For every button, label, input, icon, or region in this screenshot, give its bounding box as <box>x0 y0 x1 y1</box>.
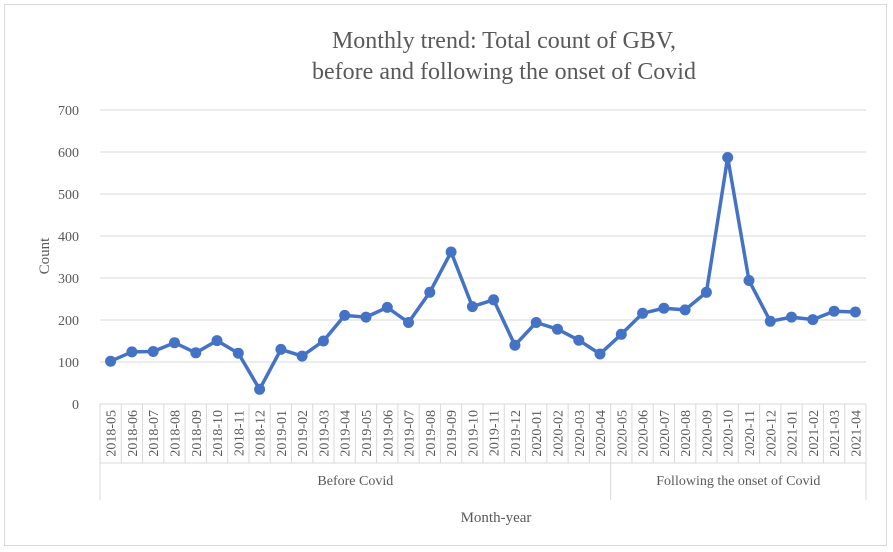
data-point <box>679 304 691 316</box>
x-tick-label: 2020-04 <box>594 410 609 457</box>
x-tick-label: 2020-03 <box>573 410 588 457</box>
x-tick-label: 2020-11 <box>743 410 758 456</box>
x-tick-label: 2020-09 <box>700 410 715 457</box>
x-tick-label: 2019-03 <box>317 410 332 457</box>
x-tick-label: 2019-05 <box>360 410 375 457</box>
data-point <box>700 286 712 298</box>
data-point <box>339 309 351 321</box>
data-point <box>445 246 457 258</box>
x-tick-label: 2019-08 <box>424 410 439 457</box>
data-point <box>849 306 861 318</box>
y-tick-label: 200 <box>58 314 79 329</box>
data-point <box>105 355 117 367</box>
data-point <box>147 346 159 357</box>
x-tick-label: 2018-08 <box>168 410 183 457</box>
x-tick-label: 2019-10 <box>466 410 481 457</box>
x-tick-label: 2020-02 <box>551 410 566 457</box>
y-axis-ticks: 0 100 200 300 400 500 600 700 <box>58 104 79 413</box>
x-tick-label: 2021-04 <box>849 410 864 457</box>
x-tick-label: 2020-08 <box>679 410 694 457</box>
data-point <box>232 347 244 359</box>
data-point <box>615 328 627 340</box>
data-point <box>126 346 138 358</box>
data-point <box>169 337 180 349</box>
chart-title-line-1: Monthly trend: Total count of GBV, <box>332 28 676 54</box>
data-point <box>552 323 563 335</box>
x-tick-label: 2018-06 <box>126 410 141 457</box>
data-point <box>509 339 521 351</box>
data-point <box>403 317 414 328</box>
x-tick-label: 2020-06 <box>637 410 652 457</box>
x-tick-label: 2019-01 <box>275 410 290 457</box>
x-tick-label: 2019-07 <box>403 410 418 457</box>
data-point <box>743 275 755 286</box>
data-point <box>381 301 393 313</box>
x-tick-label: 2020-05 <box>615 410 630 457</box>
y-tick-label: 0 <box>72 398 79 413</box>
x-tick-label: 2019-12 <box>509 410 524 457</box>
data-point <box>637 307 649 319</box>
x-tick-label: 2018-11 <box>232 410 247 456</box>
x-tick-label: 2018-05 <box>105 410 120 457</box>
x-tick-label: 2018-12 <box>254 410 269 457</box>
data-point <box>764 315 776 327</box>
group-label: Before Covid <box>317 474 393 489</box>
data-point <box>190 347 202 359</box>
x-tick-label: 2020-12 <box>764 410 779 457</box>
y-axis-label: Count <box>37 237 53 275</box>
x-tick-label: 2019-09 <box>445 410 460 457</box>
x-tick-label: 2019-06 <box>381 410 396 457</box>
data-point <box>296 350 308 362</box>
data-point <box>254 383 266 395</box>
x-axis: 2018-05 2018-06 2018-07 2018-08 2018-09 2018-… <box>99 403 867 500</box>
data-point <box>530 317 542 328</box>
data-point <box>722 152 734 163</box>
x-tick-label: 2021-03 <box>828 410 843 457</box>
data-point <box>360 311 372 323</box>
data-point <box>828 305 840 317</box>
gridlines <box>100 109 866 363</box>
chart-title-line-2: before and following the onset of Covid <box>312 59 696 85</box>
chart-frame <box>4 4 887 546</box>
x-tick-label: 2021-01 <box>786 410 801 457</box>
data-point <box>424 286 436 298</box>
x-tick-label: 2018-09 <box>190 410 205 457</box>
x-tick-label: 2018-07 <box>147 410 162 457</box>
y-tick-label: 400 <box>58 230 79 245</box>
x-tick-label: 2019-04 <box>339 410 354 457</box>
y-tick-label: 500 <box>58 188 79 203</box>
data-point <box>807 314 819 326</box>
y-tick-label: 300 <box>58 272 79 287</box>
x-tick-label: 2019-11 <box>488 410 503 456</box>
group-label: Following the onset of Covid <box>656 474 820 489</box>
series-line-path <box>108 155 858 392</box>
series-line <box>105 152 861 395</box>
x-tick-label: 2020-10 <box>722 410 737 457</box>
data-point <box>275 343 287 355</box>
x-axis-label: Month-year <box>461 510 532 526</box>
x-tick-label: 2018-10 <box>211 410 226 457</box>
data-point <box>211 335 223 347</box>
x-tick-label: 2019-02 <box>296 410 311 457</box>
y-tick-label: 700 <box>58 104 79 119</box>
data-point <box>786 311 797 323</box>
y-tick-label: 600 <box>58 146 79 161</box>
y-tick-label: 100 <box>58 356 79 371</box>
data-point <box>317 335 329 347</box>
data-point <box>594 348 606 360</box>
x-tick-label: 2020-07 <box>658 410 673 457</box>
x-tick-label: 2020-01 <box>530 410 545 457</box>
x-tick-label: 2021-02 <box>807 410 822 457</box>
data-point <box>658 302 670 314</box>
data-point <box>488 294 500 306</box>
data-point <box>573 334 585 346</box>
data-point <box>466 301 478 313</box>
